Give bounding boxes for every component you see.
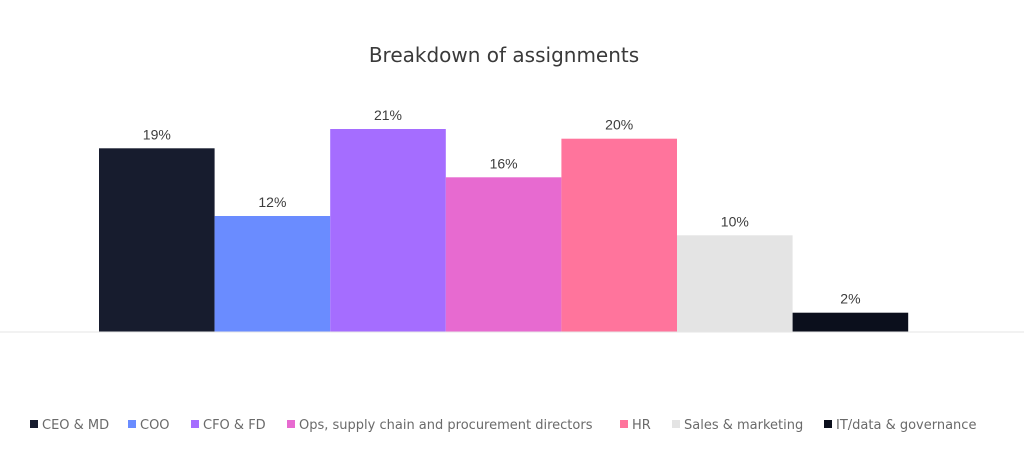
legend-item-ops-supply-chain-and-procurement-directors: Ops, supply chain and procurement direct… bbox=[287, 418, 593, 433]
legend-label: CEO & MD bbox=[42, 418, 109, 433]
legend-item-hr: HR bbox=[620, 418, 651, 433]
legend-label: Ops, supply chain and procurement direct… bbox=[299, 418, 593, 433]
data-label-coo: 12% bbox=[258, 194, 286, 210]
chart-title: Breakdown of assignments bbox=[369, 43, 639, 67]
legend-item-sales-and-marketing: Sales & marketing bbox=[672, 418, 803, 433]
bar-coo bbox=[214, 216, 331, 332]
legend-swatch bbox=[620, 420, 628, 428]
legend-item-cfo-and-fd: CFO & FD bbox=[191, 418, 266, 433]
data-label-ceo-and-md: 19% bbox=[143, 126, 171, 142]
legend-item-coo: COO bbox=[128, 418, 170, 433]
legend-label: COO bbox=[140, 418, 170, 433]
data-label-ops-supply-chain-and-procurement-directors: 16% bbox=[490, 155, 518, 171]
bar-ceo-and-md bbox=[99, 148, 215, 332]
data-label-hr: 20% bbox=[605, 117, 633, 133]
bar-cfo-and-fd bbox=[330, 129, 446, 332]
data-label-sales-and-marketing: 10% bbox=[721, 213, 749, 229]
legend-swatch bbox=[128, 420, 136, 428]
bar-hr bbox=[561, 138, 677, 332]
data-labels-group: 19% 12% 21% 16% 20% 10% 2% bbox=[143, 107, 861, 307]
legend-label: CFO & FD bbox=[203, 418, 266, 433]
data-label-it-data-and-governance: 2% bbox=[840, 291, 860, 307]
legend-item-it-data-and-governance: IT/data & governance bbox=[824, 418, 976, 433]
legend-label: HR bbox=[632, 418, 651, 433]
legend-swatch bbox=[30, 420, 38, 428]
legend-label: Sales & marketing bbox=[684, 418, 803, 433]
legend-item-ceo-and-md: CEO & MD bbox=[30, 418, 109, 433]
legend-swatch bbox=[672, 420, 680, 428]
data-label-cfo-and-fd: 21% bbox=[374, 107, 402, 123]
legend-swatch bbox=[287, 420, 295, 428]
bars-group bbox=[99, 129, 909, 332]
legend-label: IT/data & governance bbox=[836, 418, 976, 433]
bar-it-data-and-governance bbox=[792, 312, 909, 332]
legend-swatch bbox=[191, 420, 199, 428]
legend-swatch bbox=[824, 420, 832, 428]
legend: CEO & MD COO CFO & FD Ops, supply chain and… bbox=[30, 418, 976, 433]
bar-ops-supply-chain-and-procurement-directors bbox=[445, 177, 562, 332]
bar-sales-and-marketing bbox=[677, 235, 793, 332]
